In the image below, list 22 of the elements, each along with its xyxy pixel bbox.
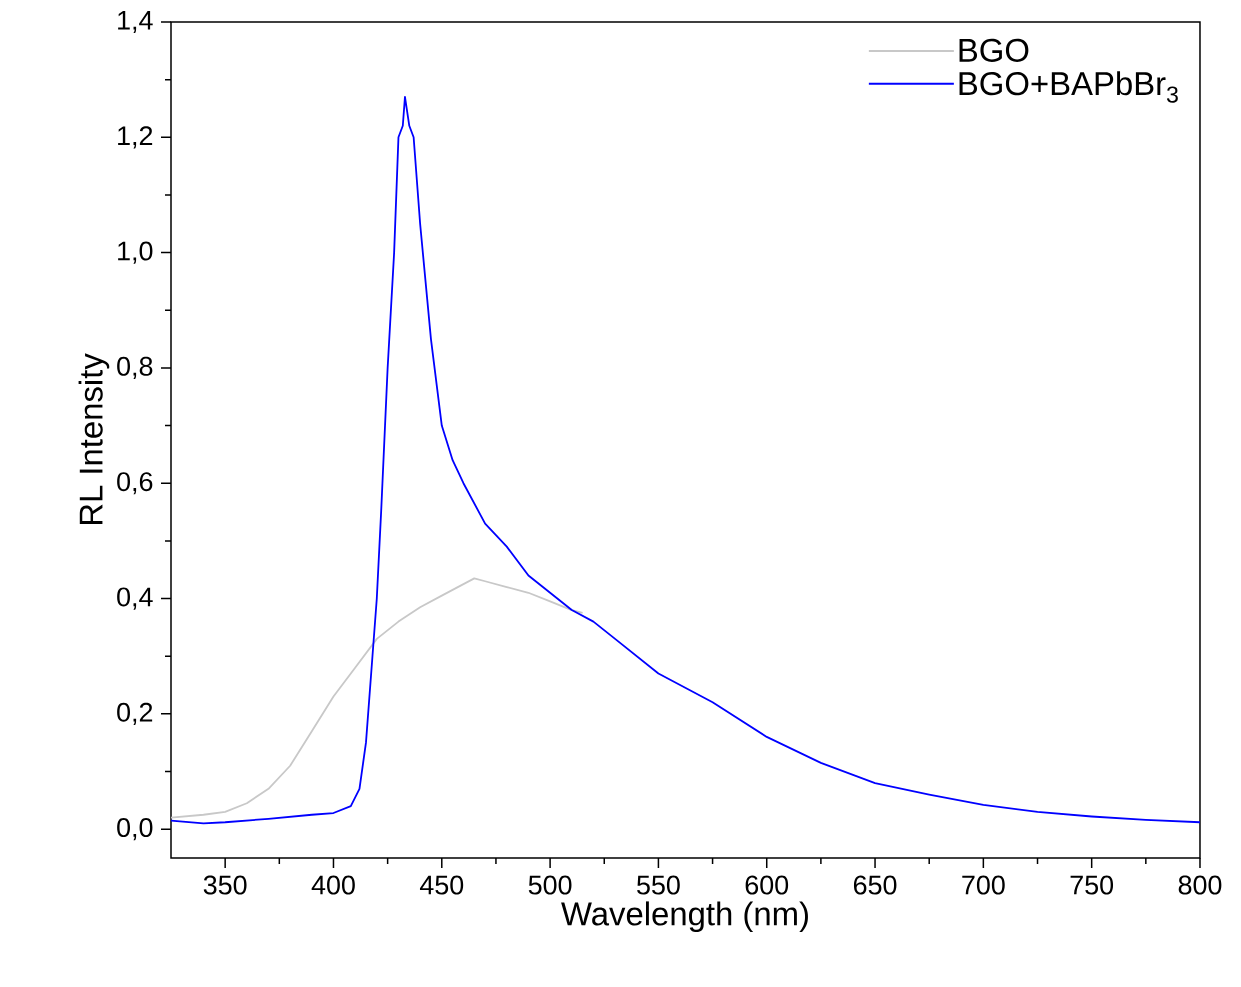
y-axis-title: RL Intensity xyxy=(78,353,110,525)
x-tick-label: 350 xyxy=(203,875,247,895)
y-tick-label: 0,6 xyxy=(117,472,153,495)
y-tick-label: 1,2 xyxy=(118,126,153,149)
y-tick-label: 0,2 xyxy=(117,702,153,725)
x-tick-label: 750 xyxy=(1070,875,1114,895)
y-tick-label: 1,0 xyxy=(118,241,153,264)
x-tick-label: 800 xyxy=(1178,875,1222,895)
y-tick-label: 0,4 xyxy=(117,587,153,610)
x-tick-label: 700 xyxy=(962,875,1005,895)
x-tick-label: 400 xyxy=(311,875,355,895)
y-tick-label: 1,4 xyxy=(118,11,153,33)
y-tick-label: 0,0 xyxy=(117,818,153,841)
x-tick-label: 450 xyxy=(419,875,464,895)
legend-label: BGO+BAPbBr$_{3}$ xyxy=(959,71,1178,103)
x-axis-title: Wavelength (nm) xyxy=(561,901,808,933)
y-tick-label: 0,8 xyxy=(117,356,153,380)
x-tick-label: 550 xyxy=(637,875,680,895)
x-tick-label: 650 xyxy=(853,875,897,895)
legend-label: BGO xyxy=(959,38,1029,62)
x-tick-label: 600 xyxy=(745,875,789,895)
x-tick-label: 500 xyxy=(528,875,572,895)
